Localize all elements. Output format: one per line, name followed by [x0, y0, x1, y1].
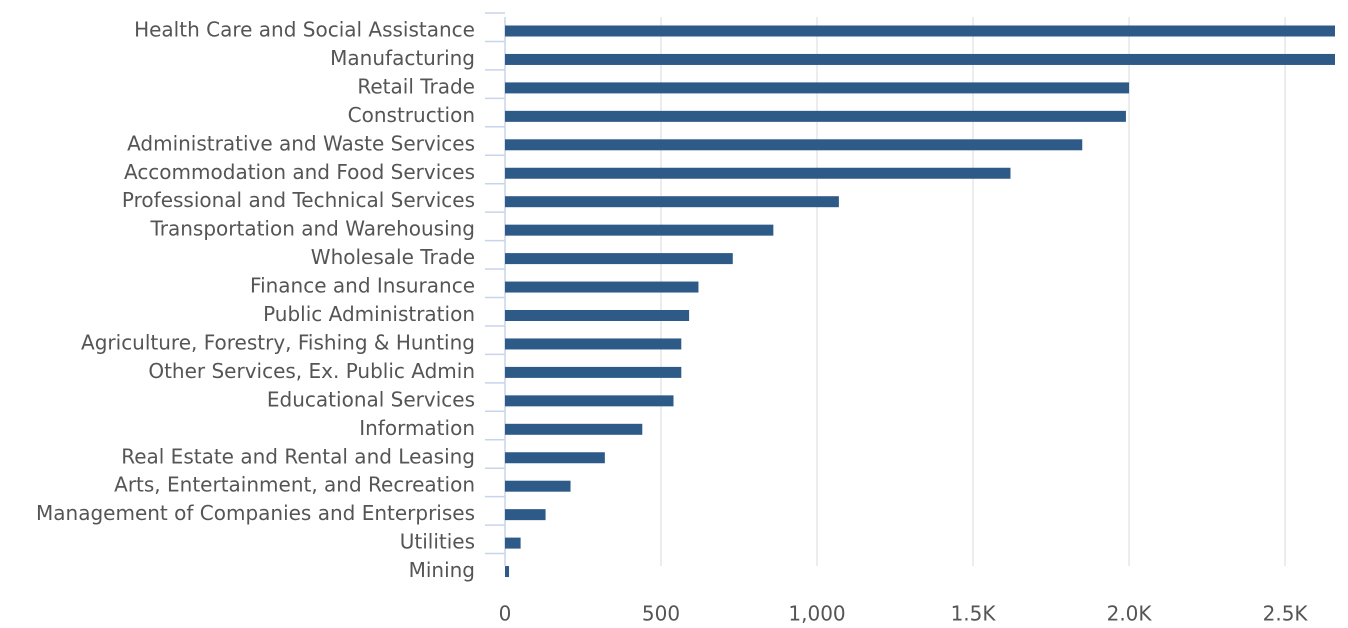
x-tick-label: 2.5K: [1263, 602, 1309, 626]
bar: [505, 224, 774, 236]
bar: [505, 253, 733, 265]
y-tick-label: Other Services, Ex. Public Admin: [148, 359, 475, 383]
bar: [505, 480, 571, 492]
bar: [505, 452, 605, 464]
y-tick-label: Administrative and Waste Services: [127, 131, 475, 155]
x-tick-label: 2.0K: [1107, 602, 1153, 626]
y-tick-label: Information: [359, 416, 475, 440]
y-tick-label: Finance and Insurance: [250, 274, 475, 298]
bar: [505, 82, 1130, 94]
y-tick-label: Public Administration: [263, 302, 475, 326]
y-tick-label: Transportation and Warehousing: [149, 217, 475, 241]
bar: [505, 509, 546, 521]
y-tick-label: Retail Trade: [357, 74, 475, 98]
y-tick-label: Real Estate and Rental and Leasing: [121, 444, 475, 468]
y-tick-label: Arts, Entertainment, and Recreation: [114, 473, 475, 497]
bar: [505, 338, 682, 350]
x-tick-label: 0: [499, 602, 512, 626]
bar: [505, 167, 1011, 179]
y-tick-label: Mining: [409, 558, 475, 582]
bar: [505, 196, 839, 208]
bar: [505, 139, 1083, 151]
y-tick-label: Educational Services: [267, 387, 475, 411]
y-tick-label: Professional and Technical Services: [122, 188, 475, 212]
y-tick-label: Utilities: [400, 530, 475, 554]
bar: [505, 110, 1126, 122]
y-tick-label: Construction: [348, 103, 475, 127]
y-tick-label: Wholesale Trade: [311, 245, 475, 269]
bar: [505, 281, 699, 293]
bar: [505, 25, 1335, 37]
bar: [505, 395, 674, 407]
x-tick-label: 1,000: [788, 602, 845, 626]
bar: [505, 366, 682, 378]
bar: [505, 537, 521, 549]
y-tick-label: Agriculture, Forestry, Fishing & Hunting: [81, 330, 475, 354]
bar: [505, 310, 690, 321]
y-tick-label: Manufacturing: [330, 46, 475, 70]
y-tick-label: Health Care and Social Assistance: [134, 18, 475, 42]
bar: [505, 53, 1335, 65]
x-tick-label: 500: [642, 602, 680, 626]
y-tick-label: Accommodation and Food Services: [124, 160, 475, 184]
bar: [505, 566, 510, 578]
y-tick-label: Management of Companies and Enterprises: [36, 501, 475, 525]
x-tick-label: 1.5K: [951, 602, 997, 626]
bar: [505, 423, 643, 435]
